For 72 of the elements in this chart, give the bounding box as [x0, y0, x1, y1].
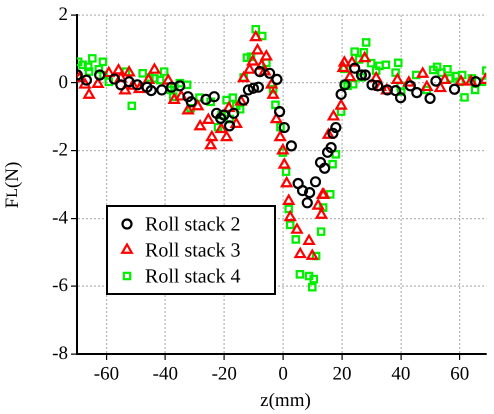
- point: [278, 122, 290, 134]
- point: [124, 76, 135, 88]
- y-tick-label: -6: [52, 275, 68, 296]
- point: [322, 146, 334, 158]
- point: [208, 91, 220, 102]
- point: [271, 74, 283, 86]
- point: [224, 120, 236, 132]
- point: [186, 96, 197, 108]
- point: [228, 108, 240, 119]
- point: [296, 185, 308, 196]
- point: [411, 87, 422, 98]
- point: [366, 79, 378, 90]
- point: [404, 80, 416, 92]
- legend-label: Roll stack 3: [145, 239, 241, 262]
- point: [360, 69, 371, 81]
- point: [330, 122, 342, 134]
- point: [166, 82, 178, 93]
- point: [210, 108, 222, 119]
- y-tick-label: -8: [52, 342, 68, 364]
- point: [146, 84, 157, 96]
- point: [430, 76, 442, 87]
- point: [264, 68, 276, 79]
- point: [372, 80, 384, 92]
- point: [254, 66, 266, 78]
- point: [326, 142, 337, 154]
- x-tick-label: -20: [212, 363, 237, 384]
- point: [327, 128, 338, 139]
- point: [424, 92, 436, 104]
- point: [238, 94, 250, 106]
- point: [108, 73, 120, 85]
- point: [200, 94, 212, 106]
- legend-label: Roll stack 4: [145, 265, 241, 288]
- point: [156, 84, 168, 96]
- point: [292, 178, 304, 190]
- point: [80, 74, 92, 86]
- y-tick-label: -4: [52, 207, 68, 228]
- point: [349, 62, 360, 74]
- point: [215, 112, 226, 124]
- x-tick-label: -60: [94, 363, 120, 384]
- point: [336, 88, 347, 100]
- point: [302, 197, 313, 208]
- x-tick-label: 0: [278, 363, 288, 384]
- point: [319, 162, 330, 174]
- point: [252, 82, 264, 93]
- legend-label: Roll stack 2: [145, 213, 241, 236]
- x-axis-title: z(mm): [259, 390, 312, 412]
- point: [174, 80, 186, 92]
- point: [242, 84, 254, 96]
- point: [182, 91, 194, 102]
- point: [274, 106, 286, 118]
- point: [218, 109, 230, 121]
- point: [470, 76, 482, 88]
- point: [304, 187, 316, 198]
- point: [390, 84, 402, 96]
- point: [286, 140, 297, 152]
- point: [132, 79, 143, 90]
- x-tick-label: 60: [450, 363, 470, 384]
- point: [248, 82, 259, 94]
- point: [310, 176, 322, 188]
- point: [395, 92, 406, 104]
- x-tick-label: 40: [391, 363, 410, 384]
- x-tick-label: -40: [152, 363, 178, 384]
- point: [115, 79, 126, 90]
- point: [448, 84, 460, 95]
- point: [94, 69, 106, 81]
- point: [356, 69, 368, 81]
- x-tick-label: 20: [332, 363, 352, 384]
- y-tick-label: -2: [52, 140, 68, 161]
- point: [141, 82, 153, 93]
- y-tick-label: 2: [58, 4, 68, 25]
- y-tick-label: 0: [58, 72, 68, 93]
- point: [314, 156, 326, 168]
